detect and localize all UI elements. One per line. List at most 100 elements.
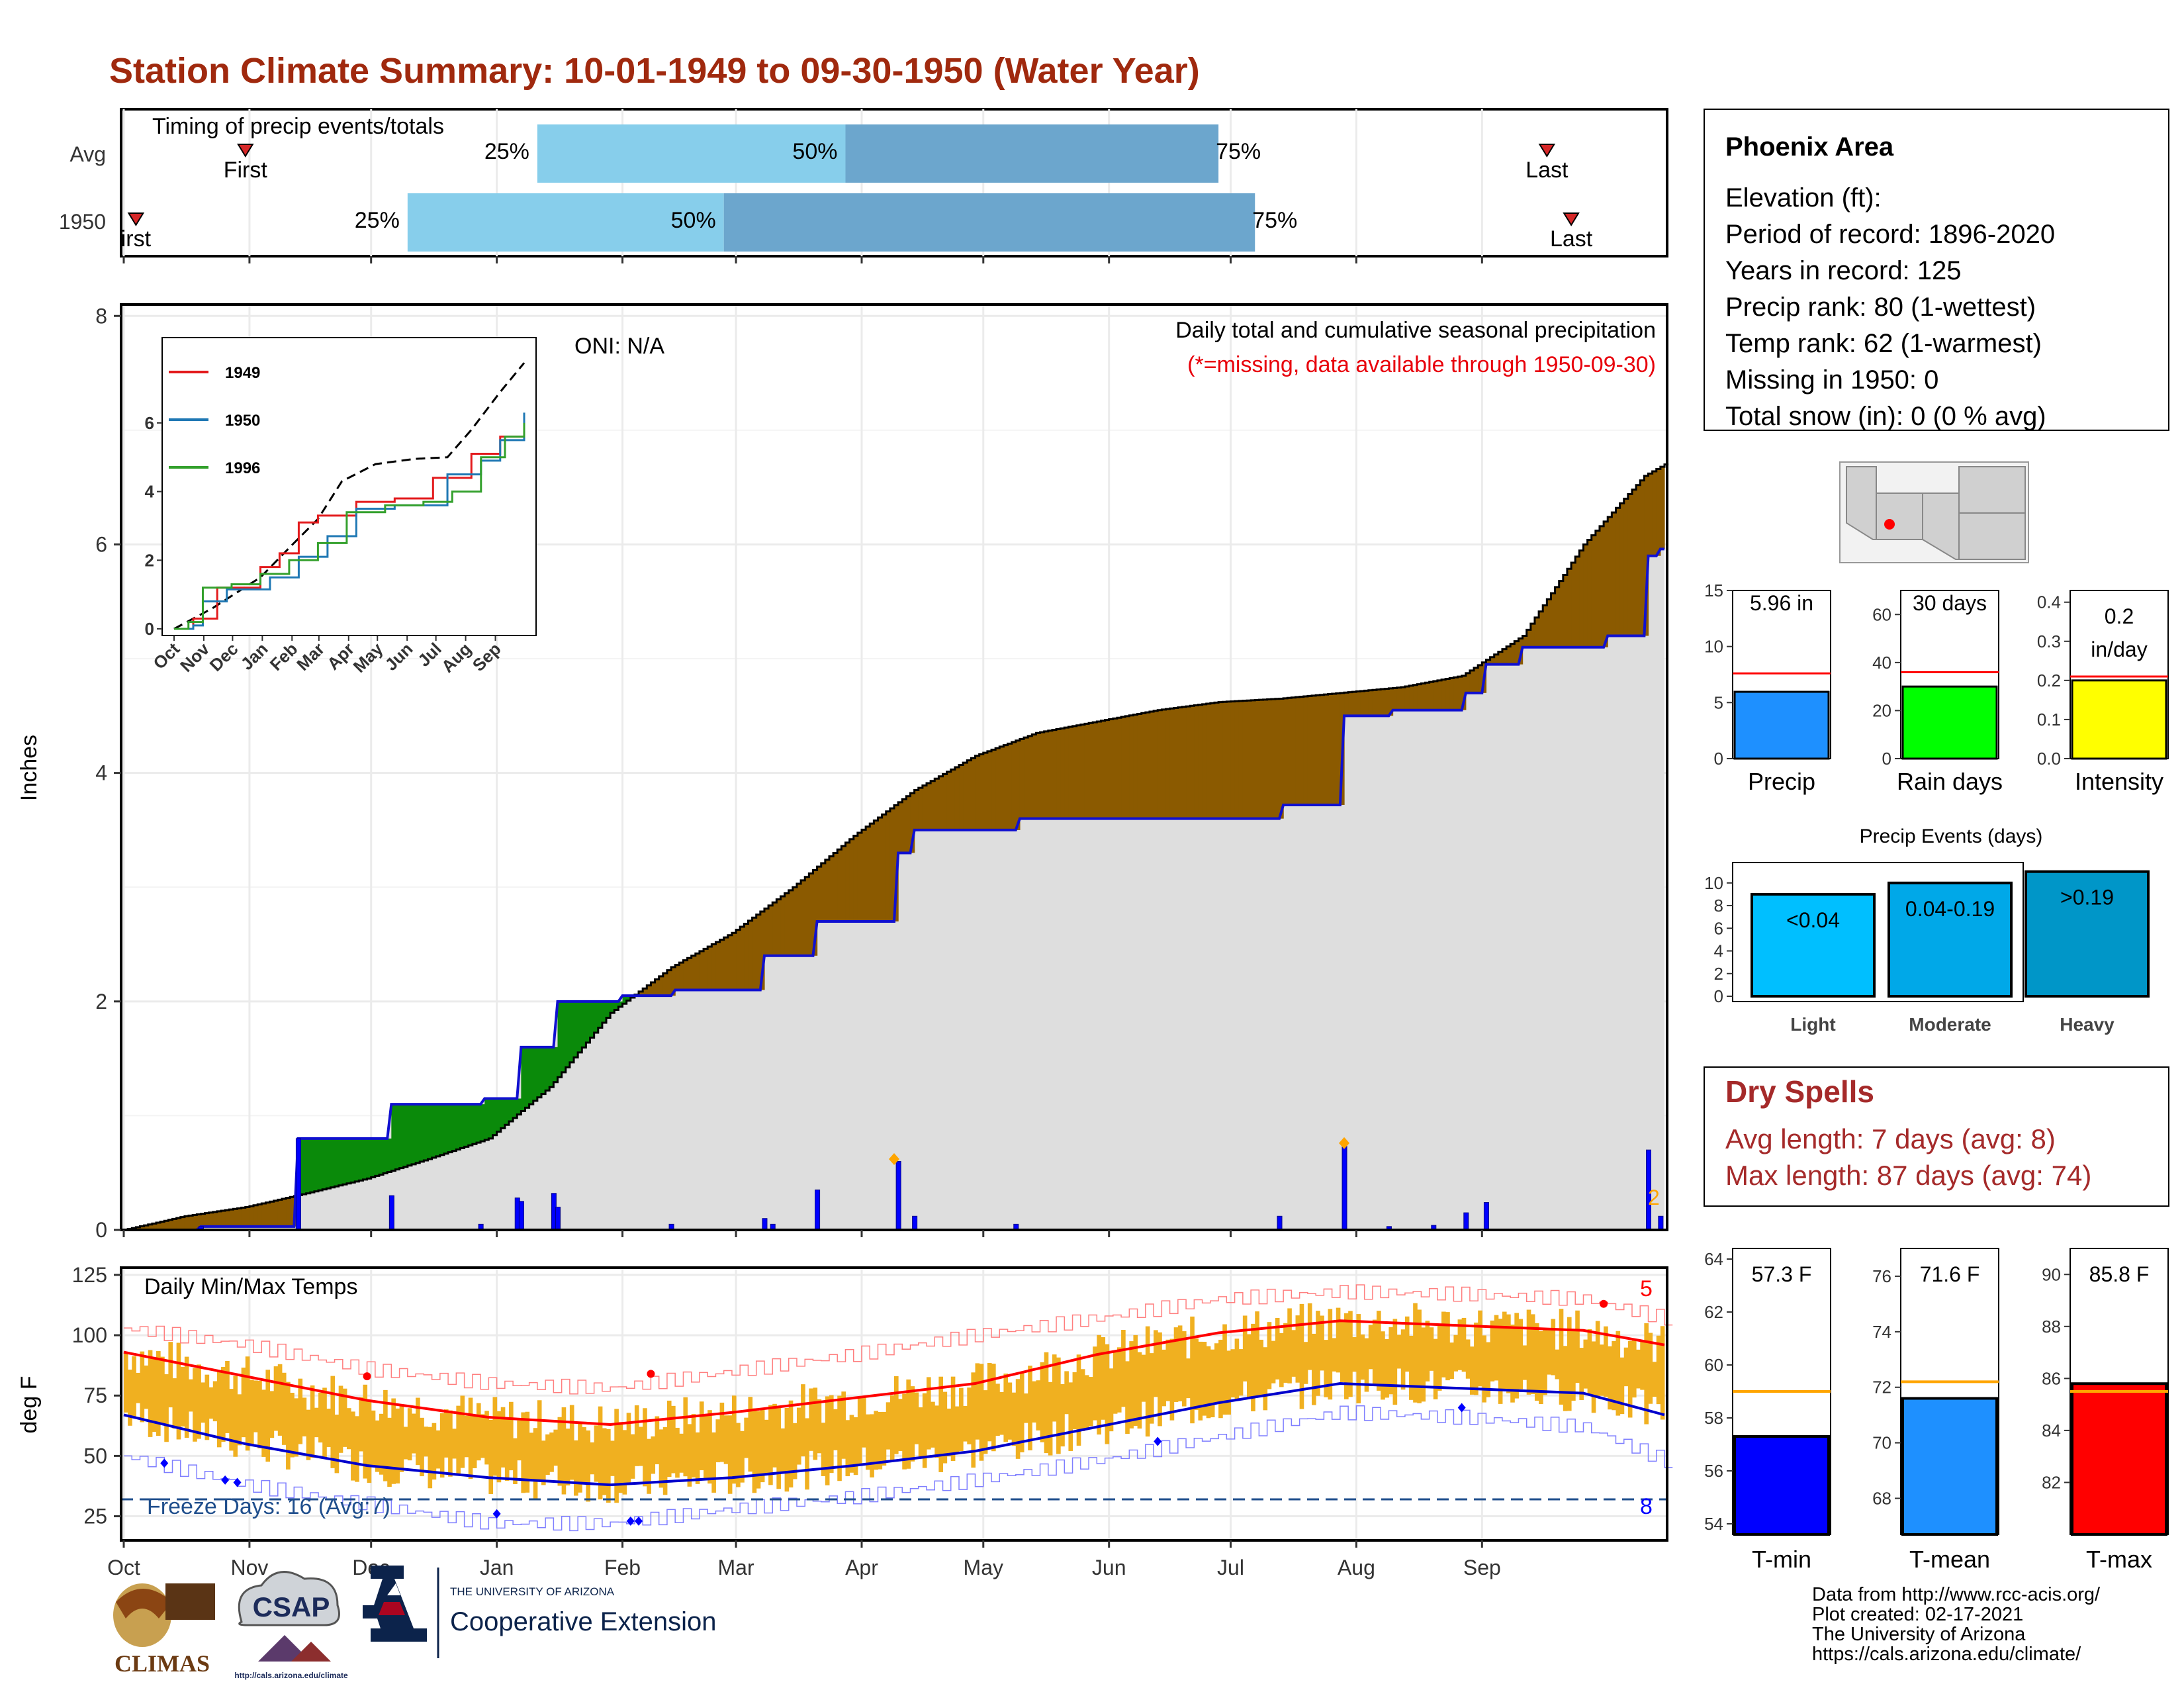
cumulative-difference xyxy=(606,1001,611,1018)
daily-temp-range xyxy=(1105,1344,1110,1444)
cumulative-difference xyxy=(484,1098,489,1140)
precip-month-ticks xyxy=(122,256,1483,1237)
daily-temp-range xyxy=(1165,1339,1171,1401)
daily-temp-range xyxy=(1019,1372,1024,1452)
daily-temp-range xyxy=(1510,1325,1515,1403)
mini-bar-tick-label: 5 xyxy=(1714,692,1723,712)
cumulative-difference xyxy=(801,880,805,956)
cumulative-difference xyxy=(500,1098,506,1129)
timing-row-avg: Avg xyxy=(69,142,106,166)
daily-temp-range xyxy=(395,1408,400,1484)
cumulative-difference xyxy=(1105,720,1110,819)
inset-legend-label: 1996 xyxy=(225,459,260,477)
cumulative-difference xyxy=(821,863,826,921)
daily-precip-bar xyxy=(1658,1215,1664,1231)
daily-temp-range xyxy=(496,1411,502,1483)
daily-temp-range xyxy=(837,1395,842,1481)
cumulative-difference xyxy=(1003,745,1009,830)
events-tick-label: 2 xyxy=(1714,964,1723,984)
daily-temp-range xyxy=(866,1414,870,1470)
cumulative-difference xyxy=(1116,718,1122,819)
daily-temp-range xyxy=(424,1427,428,1457)
daily-temp-range xyxy=(1186,1358,1191,1399)
precip-summary-bars: 0 5 10 15 5.96 in Precip 0 20 40 60 30 days Rain da… xyxy=(1704,581,2169,795)
daily-temp-range xyxy=(1526,1309,1531,1395)
daily-temp-range xyxy=(1539,1331,1543,1405)
precip-caption: Daily total and cumulative seasonal prec… xyxy=(1175,318,1656,343)
station-temp-rank: Temp rank: 62 (1-warmest) xyxy=(1725,329,2042,358)
cumulative-difference xyxy=(448,1104,453,1152)
temp-bar xyxy=(2071,1382,2167,1536)
record-low-marker xyxy=(1457,1403,1466,1413)
cumulative-difference xyxy=(569,1001,574,1062)
cumulative-difference xyxy=(1230,701,1236,819)
inset-legend-label: 1950 xyxy=(225,412,260,430)
csap-logo: CSAP http://cals.arizona.edu/climate xyxy=(234,1571,348,1680)
daily-temp-range xyxy=(578,1423,582,1493)
daily-temp-range xyxy=(1413,1303,1418,1403)
daily-temp-range xyxy=(918,1407,923,1458)
cumulative-difference xyxy=(1291,697,1297,805)
cumulative-difference xyxy=(1400,687,1406,710)
cumulative-difference xyxy=(468,1104,473,1146)
cumulative-difference xyxy=(351,1138,355,1183)
daily-temp-range xyxy=(1169,1338,1175,1421)
events-bar-label: Heavy xyxy=(2060,1014,2115,1035)
cumulative-difference xyxy=(1141,713,1146,819)
cumulative-difference xyxy=(853,835,858,921)
cumulative-difference xyxy=(906,796,911,853)
daily-temp-range xyxy=(655,1416,660,1465)
daily-temp-range xyxy=(817,1399,822,1454)
year-cumulative-line xyxy=(124,547,1664,1231)
cumulative-difference xyxy=(1137,714,1142,819)
cumulative-difference xyxy=(249,1206,254,1227)
daily-temp-range xyxy=(736,1423,741,1487)
daily-temp-range xyxy=(878,1411,883,1470)
cumulative-difference xyxy=(1255,700,1259,819)
daily-temp-range xyxy=(521,1412,526,1493)
daily-temp-range xyxy=(286,1382,291,1470)
mini-bar-label: Rain days xyxy=(1897,768,2003,795)
daily-temp-range xyxy=(1619,1357,1625,1415)
events-bar-range: <0.04 xyxy=(1786,908,1840,932)
cumulative-difference xyxy=(1575,556,1580,647)
precip-events-chart: Precip Events (days) 02 4 6 8 10 <0.04 Light 0.… xyxy=(1704,825,2150,1035)
cumulative-difference xyxy=(1149,712,1154,819)
temp-ytick-label: 25 xyxy=(83,1505,107,1528)
mini-bar-tick-label: 0.1 xyxy=(2037,710,2061,729)
daily-temp-range xyxy=(1640,1341,1645,1390)
cumulative-difference xyxy=(813,870,818,956)
cumulative-difference xyxy=(723,937,729,990)
daily-temp-range xyxy=(979,1364,984,1461)
daily-temp-range xyxy=(853,1417,858,1476)
daily-temp-range xyxy=(1064,1371,1069,1415)
daily-temp-range xyxy=(164,1374,169,1442)
daily-temp-range xyxy=(1595,1321,1600,1397)
locator-map xyxy=(1839,461,2029,563)
daily-temp-range xyxy=(245,1356,250,1451)
cumulative-difference xyxy=(1372,690,1377,716)
temp-month-label: Feb xyxy=(604,1556,641,1579)
daily-temp-range xyxy=(1336,1307,1341,1373)
cumulative-difference xyxy=(1543,605,1547,647)
cumulative-difference xyxy=(334,1138,340,1187)
daily-temp-range xyxy=(1202,1341,1207,1416)
mini-bar-tick-label: 0.4 xyxy=(2037,592,2061,612)
daily-temp-range xyxy=(1214,1343,1219,1405)
daily-temp-range xyxy=(1060,1384,1065,1447)
timing-bar-q2 xyxy=(407,193,724,252)
daily-temp-range xyxy=(914,1392,919,1444)
daily-temp-range xyxy=(1587,1329,1592,1395)
daily-temp-range xyxy=(1307,1303,1312,1370)
cumulative-difference xyxy=(176,1218,181,1230)
daily-temp-range xyxy=(752,1408,757,1493)
daily-temp-range xyxy=(813,1387,818,1460)
temp-normal-lines xyxy=(121,1284,1673,1532)
daily-temp-range xyxy=(557,1417,563,1486)
daily-temp-range xyxy=(1364,1338,1369,1392)
daily-temp-range xyxy=(1612,1340,1616,1411)
cumulative-difference xyxy=(403,1104,408,1167)
events-bars: 02 4 6 8 10 <0.04 Light 0.04-0.19 Moderate >0.19 H… xyxy=(1704,870,2150,1035)
daily-temp-range xyxy=(788,1400,794,1488)
cumulative-difference xyxy=(918,788,923,830)
